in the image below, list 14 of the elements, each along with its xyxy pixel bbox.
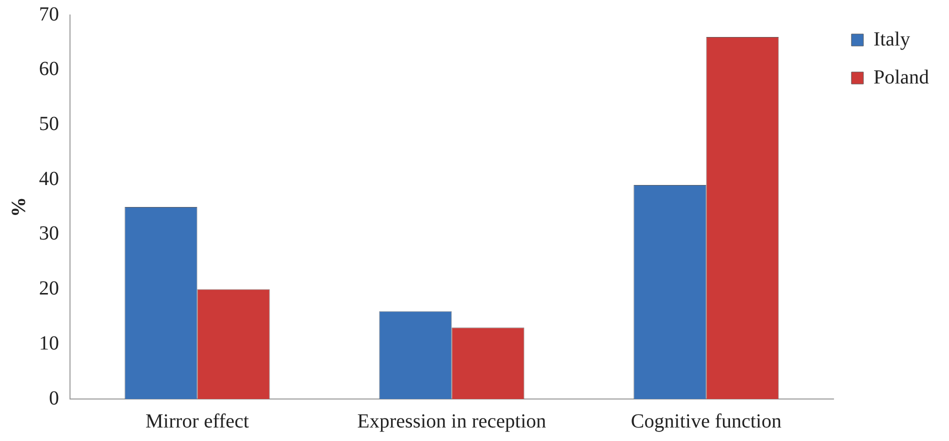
- x-tick-label: Expression in reception: [357, 410, 546, 432]
- legend-label: Italy: [873, 28, 910, 50]
- y-axis-title: %: [8, 197, 30, 217]
- y-tick-label: 10: [39, 332, 59, 354]
- y-tick-label: 0: [49, 387, 59, 410]
- legend-label: Poland: [873, 66, 930, 88]
- x-tick-label: Cognitive function: [630, 410, 782, 432]
- y-tick-label: 70: [39, 3, 59, 26]
- x-tick-label: Mirror effect: [146, 410, 250, 432]
- y-tick-label: 20: [39, 278, 59, 300]
- y-tick-label: 40: [39, 168, 59, 190]
- y-tick-label: 50: [39, 112, 59, 135]
- y-tick-label: 30: [39, 222, 59, 245]
- y-tick-label: 60: [39, 58, 59, 80]
